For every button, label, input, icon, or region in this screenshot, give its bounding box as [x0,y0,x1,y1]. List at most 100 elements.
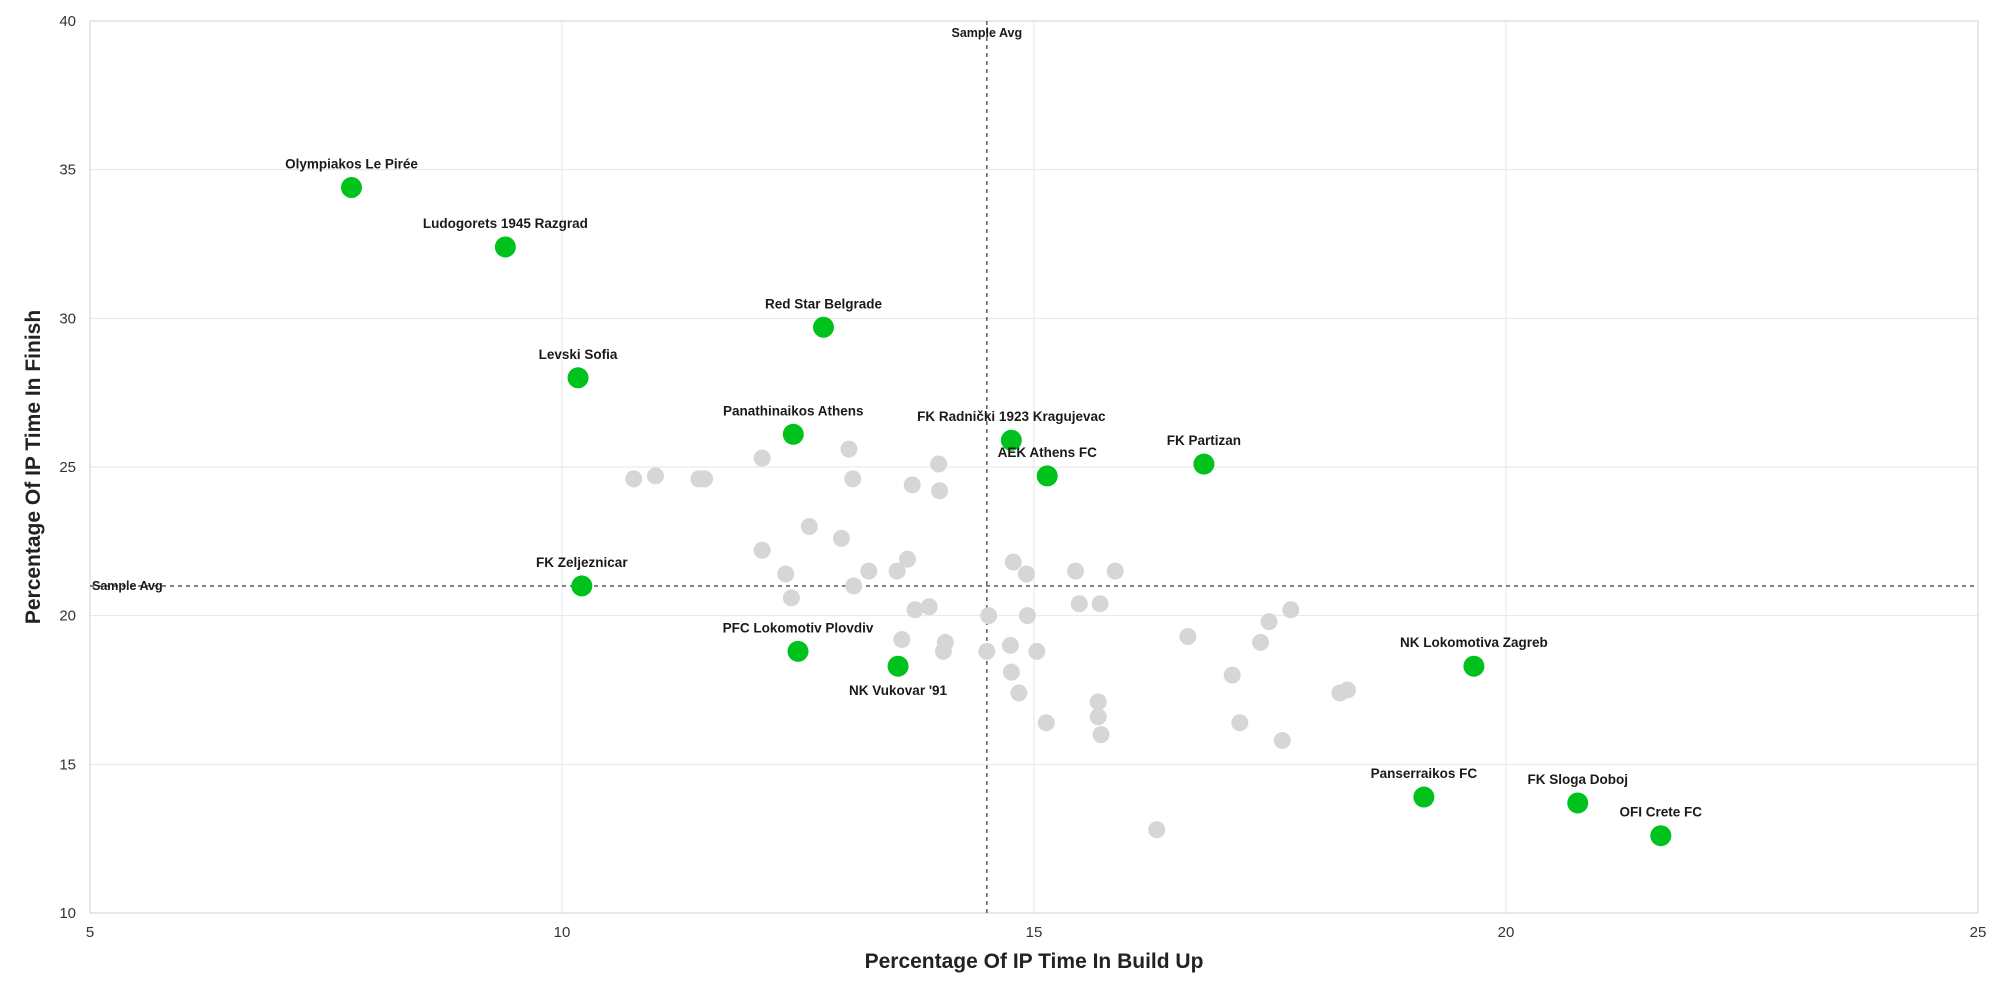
team-label: FK Zeljeznicar [536,555,628,570]
team-point-other [1070,595,1088,613]
team-point-other [1282,601,1300,619]
x-tick-label: 25 [1970,924,1987,941]
team-point-other [1018,607,1036,625]
team-point-other [832,529,850,547]
team-point-highlighted [340,177,362,199]
team-point-other [1252,633,1270,651]
y-tick-label: 20 [59,608,76,625]
team-point-highlighted [1036,465,1058,487]
team-point-highlighted [571,575,593,597]
team-point-other [782,589,800,607]
team-point-other [696,470,714,488]
team-label: Ludogorets 1945 Razgrad [423,216,588,231]
team-point-highlighted [1463,655,1485,677]
team-point-other [1002,663,1020,681]
team-labels: Olympiakos Le Pirée Ludogorets 1945 Razgr… [285,157,1702,820]
team-point-other [1004,553,1022,571]
team-label: Levski Sofia [539,347,618,362]
x-axis-title: Percentage Of IP Time In Build Up [865,950,1204,973]
team-point-highlighted [782,423,804,445]
team-label: FK Partizan [1167,433,1241,448]
team-point-highlighted [812,316,834,338]
team-label: Red Star Belgrade [765,296,883,311]
x-tick-label: 15 [1026,924,1043,941]
team-label: OFI Crete FC [1620,805,1703,820]
y-tick-label: 15 [59,756,76,773]
team-point-other [625,470,643,488]
y-tick-label: 30 [59,310,76,327]
team-point-other [899,550,917,568]
team-point-other [1010,684,1028,702]
team-point-other [1260,613,1278,631]
team-point-other [800,517,818,535]
team-point-other [906,601,924,619]
team-point-other [1092,726,1110,744]
sample-avg-x-label: Sample Avg [951,26,1022,40]
team-point-highlighted [1000,429,1022,451]
team-point-other [920,598,938,616]
team-point-other [1001,636,1019,654]
team-point-other [1028,642,1046,660]
team-point-highlighted [494,236,516,258]
team-point-other [646,467,664,485]
team-point-other [893,630,911,648]
team-point-other [1089,693,1107,711]
team-label: Panserraikos FC [1371,766,1478,781]
tick-labels: 5 10 15 20 25 10 15 20 25 30 35 40 [59,13,1986,941]
team-point-highlighted [1413,786,1435,808]
team-point-other [753,541,771,559]
y-tick-label: 25 [59,459,76,476]
team-point-other [934,642,952,660]
team-point-other [1017,565,1035,583]
team-point-other [1179,627,1197,645]
team-label: NK Lokomotiva Zagreb [1400,635,1548,650]
sample-average-lines: Sample Avg Sample Avg [90,21,1978,913]
y-axis-title: Percentage Of IP Time In Finish [22,310,45,624]
team-point-other [844,470,862,488]
team-point-highlighted [887,655,909,677]
team-point-other [978,642,996,660]
team-label: PFC Lokomotiv Plovdiv [723,620,874,635]
gridlines [89,20,1979,914]
y-tick-label: 35 [59,162,76,179]
team-point-other [840,440,858,458]
team-label: FK Sloga Doboj [1527,772,1628,787]
team-point-other [860,562,878,580]
team-point-other [931,482,949,500]
plot-frame [89,20,1979,914]
team-point-other [888,562,906,580]
team-point-other [930,455,948,473]
team-point-other [1273,732,1291,750]
team-point-other [1231,714,1249,732]
team-label: Panathinaikos Athens [723,403,864,418]
team-point-other [1148,821,1166,839]
x-tick-label: 5 [86,924,94,941]
team-point-other [845,577,863,595]
team-point-other [1338,681,1356,699]
team-label: FK Radnički 1923 Kragujevac [917,409,1106,424]
team-point-other [1223,666,1241,684]
team-label: Olympiakos Le Pirée [285,157,418,172]
team-label: AEK Athens FC [998,445,1098,460]
y-tick-label: 10 [59,905,76,922]
sample-avg-y-label: Sample Avg [92,579,163,593]
team-point-other [980,607,998,625]
team-point-highlighted [787,640,809,662]
team-point-other [777,565,795,583]
y-tick-label: 40 [59,13,76,30]
team-point-highlighted [1650,825,1672,847]
x-tick-label: 10 [554,924,571,941]
team-point-other [1106,562,1124,580]
team-label: NK Vukovar '91 [849,683,947,698]
team-point-other [1037,714,1055,732]
team-point-other [1067,562,1085,580]
team-point-other [1089,708,1107,726]
team-point-highlighted [567,367,589,389]
other-team-points [625,440,1356,839]
team-point-other [903,476,921,494]
highlighted-team-points [340,177,1672,847]
team-point-highlighted [1193,453,1215,475]
team-point-other [753,449,771,467]
